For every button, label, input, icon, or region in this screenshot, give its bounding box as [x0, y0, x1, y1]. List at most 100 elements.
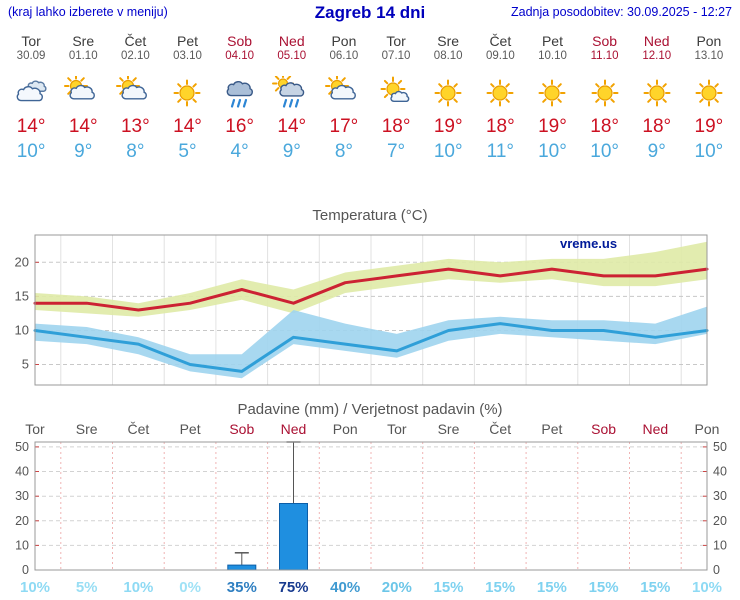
day-date: 02.10 — [120, 50, 150, 62]
sunny-icon — [683, 75, 735, 111]
precip-day-label: Ned — [281, 421, 307, 437]
temp-min: 8° — [126, 141, 145, 162]
precip-probability: 5% — [76, 579, 98, 596]
sunny-weather-glyph — [486, 79, 514, 107]
precip-probability: 35% — [227, 579, 257, 596]
forecast-strip: Tor 30.09 14° 10° Sre 01.10 14° 9° Čet 0… — [0, 26, 740, 163]
partly-cloudy-icon — [318, 75, 370, 111]
precipitation-chart: Tor Sre Čet Pet Sob Ned Pon Tor Sre Čet Pet Sob Ned P… — [15, 421, 727, 596]
day-column-tor-30.09: Tor 30.09 14° 10° — [5, 26, 57, 163]
cloudy-icon — [5, 75, 57, 111]
day-date: 01.10 — [68, 50, 98, 62]
day-name: Sre — [72, 33, 95, 49]
day-date: 11.10 — [590, 50, 619, 62]
sunny-weather-glyph — [591, 79, 619, 107]
day-column-pon-13.10: Pon 13.10 19° 10° — [683, 26, 735, 163]
temp-min: 10° — [694, 141, 724, 162]
day-name: Sre — [437, 33, 460, 49]
precip-bar — [227, 564, 257, 571]
day-date: 09.10 — [485, 50, 515, 62]
precip-probability: 40% — [330, 579, 360, 596]
temp-min: 9° — [647, 141, 666, 162]
day-name: Pon — [331, 33, 357, 49]
temp-max: 18° — [642, 116, 672, 137]
day-column-pon-06.10: Pon 06.10 17° 8° — [318, 26, 370, 163]
precip-probability: 15% — [589, 579, 619, 596]
cloudy-weather-glyph — [16, 80, 47, 102]
day-date: 30.09 — [16, 50, 46, 62]
last-updated-text: Zadnja posodobitev: 30.09.2025 - 12:27 — [510, 5, 732, 19]
temp-min: 11° — [486, 141, 514, 162]
temp-min-line — [33, 322, 709, 373]
min-range-band — [35, 306, 707, 379]
page-title: Zagreb 14 dni — [314, 3, 426, 22]
precip-probability: 10% — [123, 579, 153, 596]
precip-ytick-left: 50 — [15, 440, 29, 454]
temp-ytick-label: 20 — [15, 254, 29, 269]
sunny-weather-glyph — [695, 79, 723, 107]
precip-day-label: Pon — [695, 421, 720, 437]
precip-probability: 15% — [537, 579, 567, 596]
temp-ytick-label: 15 — [15, 288, 29, 303]
sunny-icon — [161, 75, 213, 111]
partly-cloudy-weather-glyph — [64, 76, 96, 100]
rain-sun-weather-glyph — [271, 76, 305, 108]
day-date: 12.10 — [642, 50, 672, 62]
temp-min: 7° — [386, 141, 406, 162]
rain-sun-icon — [266, 75, 318, 111]
day-column-sob-11.10: Sob 11.10 18° 10° — [579, 26, 631, 163]
temperature-chart: 5 10 15 20 vreme.us — [15, 234, 709, 386]
day-name: Pet — [541, 33, 563, 49]
partly-cloudy-icon — [57, 75, 109, 111]
precip-probability: 15% — [640, 579, 670, 596]
temp-max: 18° — [590, 116, 619, 137]
sunny-icon — [579, 75, 631, 111]
precip-ytick-left: 30 — [15, 489, 29, 503]
day-column-sob-04.10: Sob 04.10 16° 4° — [214, 26, 266, 163]
temp-min: 8° — [334, 141, 353, 162]
temp-max: 18° — [485, 116, 515, 137]
temp-max: 17° — [329, 116, 359, 137]
temp-min: 10° — [538, 141, 567, 162]
precip-probability: 20% — [382, 579, 412, 596]
temp-min: 4° — [230, 141, 249, 162]
day-name: Čet — [489, 33, 512, 49]
temp-max: 16° — [225, 116, 254, 137]
temp-max: 14° — [16, 116, 46, 137]
precip-ytick-right: 30 — [713, 489, 727, 503]
day-name: Sob — [227, 33, 253, 49]
precip-ytick-right: 40 — [713, 465, 727, 479]
day-name: Čet — [124, 33, 147, 49]
precip-probability: 10% — [20, 579, 50, 596]
vreme-watermark: vreme.us — [560, 236, 617, 251]
day-name: Pet — [176, 33, 198, 49]
sunny-icon — [422, 75, 474, 111]
precip-day-label: Čet — [128, 421, 150, 437]
temp-max: 14° — [277, 116, 307, 137]
temp-max-line — [33, 267, 709, 312]
precip-day-label: Sre — [76, 421, 98, 437]
sunny-icon — [631, 75, 683, 111]
precip-day-label: Čet — [489, 421, 511, 437]
temp-min: 10° — [590, 141, 619, 162]
sunny-weather-glyph — [434, 79, 462, 107]
day-column-tor-07.10: Tor 07.10 18° 7° — [370, 26, 422, 163]
precip-day-label: Tor — [387, 421, 407, 437]
mostly-sunny-icon — [370, 75, 422, 111]
day-date: 13.10 — [694, 50, 724, 62]
precip-probability: 15% — [433, 579, 463, 596]
sunny-weather-glyph — [538, 79, 566, 107]
day-column-sre-01.10: Sre 01.10 14° 9° — [57, 26, 109, 163]
mostly-sunny-weather-glyph — [380, 76, 410, 102]
day-name: Tor — [21, 33, 41, 49]
sunny-icon — [526, 75, 578, 111]
precip-probability: 15% — [485, 579, 515, 596]
day-date: 05.10 — [277, 50, 307, 62]
sunny-weather-glyph — [173, 79, 201, 107]
location-menu-note: (kraj lahko izberete v meniju) — [8, 5, 168, 19]
temp-min: 10° — [433, 141, 463, 162]
temp-min: 10° — [16, 141, 46, 162]
day-date: 08.10 — [433, 50, 463, 62]
precip-bar — [279, 503, 308, 571]
